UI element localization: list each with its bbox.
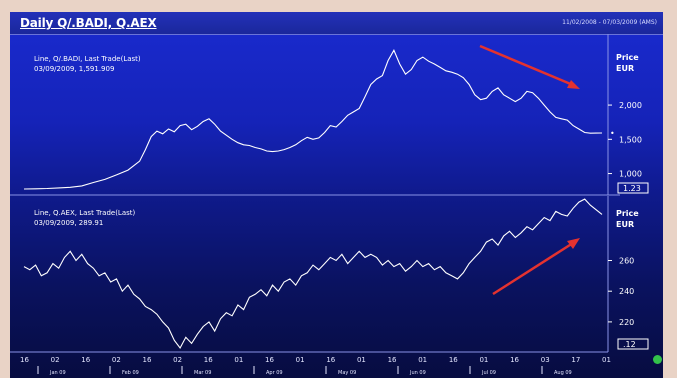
x-day-tick-label: 01 bbox=[357, 356, 366, 364]
x-day-tick-label: 02 bbox=[173, 356, 182, 364]
x-day-tick-label: 02 bbox=[112, 356, 121, 364]
x-day-tick-label: 16 bbox=[20, 356, 29, 364]
date-range: 11/02/2008 - 07/03/2009 (AMS) bbox=[562, 19, 657, 26]
x-day-tick-label: 01 bbox=[602, 356, 611, 364]
top-legend-series: Line, Q/.BADI, Last Trade(Last) bbox=[34, 55, 141, 63]
down-trend-arrowhead bbox=[567, 80, 580, 89]
x-axis-ticks: 16 02 16 02 16 02 16 01 16 01 16 01 16 01 16 01 16 03 17 01… bbox=[20, 356, 611, 376]
x-day-tick-label: 01 bbox=[418, 356, 427, 364]
bottom-y-ticks: 260 240 220 bbox=[608, 256, 634, 327]
x-day-tick-label: 17 bbox=[571, 356, 580, 364]
badi-series-line bbox=[23, 49, 603, 190]
bottom-legend-series: Line, Q.AEX, Last Trade(Last) bbox=[34, 209, 136, 217]
x-month-label: Aug 09 bbox=[554, 370, 572, 376]
bottom-scale-box[interactable] bbox=[617, 338, 649, 350]
x-day-tick-label: 16 bbox=[265, 356, 274, 364]
x-month-label: Feb 09 bbox=[122, 370, 139, 376]
x-month-label: Mar 09 bbox=[194, 370, 211, 376]
x-day-tick-label: 16 bbox=[81, 356, 90, 364]
down-trend-arrow bbox=[479, 44, 574, 87]
x-day-tick-label: 16 bbox=[449, 356, 458, 364]
x-day-tick-label: 16 bbox=[326, 356, 335, 364]
x-day-tick-label: 01 bbox=[234, 356, 243, 364]
x-day-tick-label: 02 bbox=[51, 356, 60, 364]
chart-canvas: Line, Q/.BADI, Last Trade(Last) 03/09/20… bbox=[10, 34, 649, 376]
top-axis-title: Price bbox=[616, 53, 639, 62]
x-month-label: Apr 09 bbox=[266, 370, 283, 376]
up-trend-arrow bbox=[492, 241, 574, 296]
title-bar: Daily Q/.BADI, Q.AEX 11/02/2008 - 07/03/… bbox=[10, 12, 663, 35]
x-day-tick-label: 01 bbox=[479, 356, 488, 364]
top-legend-value: 03/09/2009, 1,591.909 bbox=[34, 65, 114, 73]
aex-series-line bbox=[23, 198, 603, 350]
x-month-label: Jan 09 bbox=[49, 370, 66, 376]
x-day-tick-label: 16 bbox=[510, 356, 519, 364]
last-value-marker: • bbox=[610, 129, 615, 138]
chart-window: Daily Q/.BADI, Q.AEX 11/02/2008 - 07/03/… bbox=[10, 12, 663, 378]
top-y-tick-label: 1,000 bbox=[619, 170, 642, 179]
status-indicator bbox=[653, 355, 662, 364]
x-month-label: May 09 bbox=[338, 370, 356, 376]
x-day-tick-label: 16 bbox=[204, 356, 213, 364]
chart-title[interactable]: Daily Q/.BADI, Q.AEX bbox=[20, 16, 157, 30]
top-y-tick-label: 1,500 bbox=[619, 135, 642, 144]
bottom-y-tick-label: 220 bbox=[619, 318, 634, 327]
x-day-tick-label: 03 bbox=[541, 356, 550, 364]
bottom-legend-value: 03/09/2009, 289.91 bbox=[34, 219, 103, 227]
bottom-scale-label: .12 bbox=[623, 340, 636, 349]
top-axis-unit: EUR bbox=[616, 64, 634, 73]
top-scale-box[interactable] bbox=[617, 182, 649, 194]
x-month-label: Jul 09 bbox=[481, 370, 496, 376]
top-y-ticks: 2,000 1,500 1,000 bbox=[608, 101, 642, 179]
bottom-axis-unit: EUR bbox=[616, 220, 634, 229]
x-month-label: Jun 09 bbox=[409, 370, 426, 376]
up-trend-arrowhead bbox=[567, 238, 580, 249]
bottom-axis-title: Price bbox=[616, 209, 639, 218]
x-day-tick-label: 16 bbox=[388, 356, 397, 364]
x-day-tick-label: 01 bbox=[296, 356, 305, 364]
top-scale-label: 1.23 bbox=[623, 184, 641, 193]
bottom-y-tick-label: 260 bbox=[619, 256, 634, 265]
top-y-tick-label: 2,000 bbox=[619, 101, 642, 110]
x-day-tick-label: 16 bbox=[143, 356, 152, 364]
bottom-y-tick-label: 240 bbox=[619, 287, 634, 296]
